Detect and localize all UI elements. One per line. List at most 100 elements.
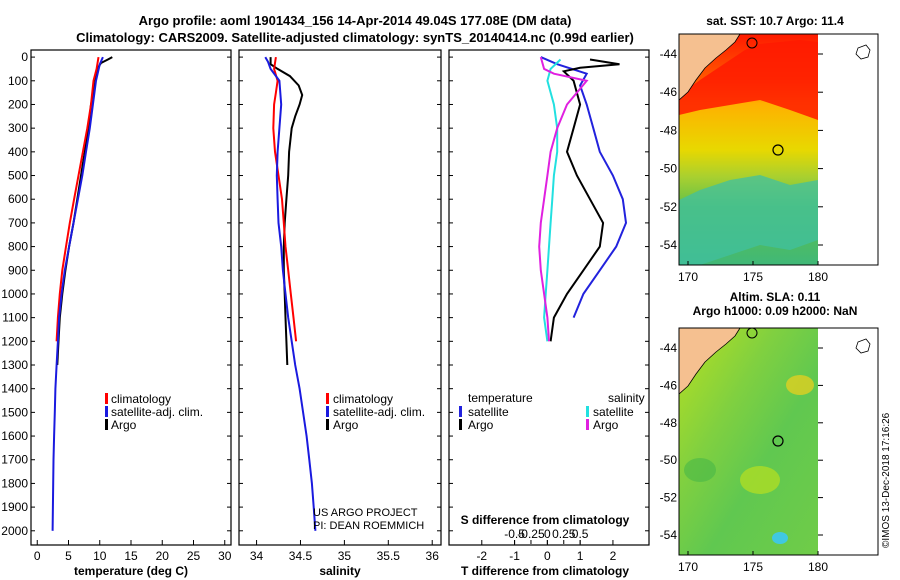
imos-timestamp: ©IMOS 13-Dec-2018 17:16:26 xyxy=(881,412,892,548)
depth-tick-label: 300 xyxy=(8,121,28,135)
lat-tick-label: -50 xyxy=(660,453,678,467)
sst-map-lat-ticks: -44 -46 -48 -50 -52 -54 xyxy=(660,47,823,252)
temperature-line-satellite-adj-clim- xyxy=(51,56,104,531)
x-tick-label: 36 xyxy=(426,549,440,563)
s-tick-label: 0.25 xyxy=(552,527,576,541)
difference-panel: -2 -1 0 1 2 -0.5-0.25 0 0.250.5 S difference f… xyxy=(448,49,650,578)
legend-satellite-label: satellite-adj. clim. xyxy=(333,405,425,419)
difference-series xyxy=(449,56,649,532)
sla-map-blank-area xyxy=(818,328,878,555)
temperature-xlabel: temperature (deg C) xyxy=(74,564,188,578)
lat-tick-label: -52 xyxy=(660,200,678,214)
nearby-float-marker xyxy=(746,37,758,49)
legend-argo-label: Argo xyxy=(111,418,137,432)
depth-tick-label: 1300 xyxy=(1,358,28,372)
temperature-series xyxy=(31,56,231,532)
legend-climatology-label: climatology xyxy=(111,392,171,406)
legend-t-argo-swatch xyxy=(459,419,462,430)
lon-tick-label: 175 xyxy=(743,270,763,284)
difference-axes-frame xyxy=(448,49,650,546)
chatham-islands-outline xyxy=(855,44,871,60)
sla-low-patch xyxy=(684,458,716,482)
depth-tick-label: 2000 xyxy=(1,524,28,538)
depth-tick-label: 500 xyxy=(8,169,28,183)
lat-tick-label: -48 xyxy=(660,416,678,430)
salinity-line-satellite-adj-clim- xyxy=(264,56,317,531)
depth-tick-label: 400 xyxy=(8,145,28,159)
legend-climatology-label: climatology xyxy=(333,392,393,406)
depth-tick-label: 1500 xyxy=(1,405,28,419)
sst-map-frame xyxy=(678,33,879,266)
legend-argo-swatch xyxy=(105,419,108,430)
legend-temperature-title: temperature xyxy=(468,391,533,405)
temperature-x-ticks: 0 5 10 15 20 25 30 xyxy=(34,540,232,563)
sla-low-patch xyxy=(772,532,788,544)
difference-line-t-argo xyxy=(549,58,620,342)
title-line-1: Argo profile: aoml 1901434_156 14-Apr-20… xyxy=(139,13,572,28)
salinity-line-argo xyxy=(269,57,304,366)
lat-tick-label: -54 xyxy=(660,528,678,542)
x-tick-label: 10 xyxy=(93,549,107,563)
temperature-panel: 0 5 10 15 20 25 30 0 100 200 300 400 500 600 700 800 90… xyxy=(1,49,232,578)
legend-climatology-swatch xyxy=(105,393,108,404)
depth-tick-label: 1000 xyxy=(1,287,28,301)
s-tick-label: -0.25 xyxy=(517,527,545,541)
difference-legend: temperature satellite Argo salinity sate… xyxy=(459,391,645,432)
sla-map-subtitle: Argo h1000: 0.09 h2000: NaN xyxy=(693,304,858,318)
legend-t-satellite-label: satellite xyxy=(468,405,509,419)
x-tick-label: 0 xyxy=(34,549,41,563)
lon-tick-label: 170 xyxy=(678,270,698,284)
sla-map-lat-ticks: -44 -46 -48 -50 -52 -54 xyxy=(660,341,823,542)
x-tick-label: 2 xyxy=(610,549,617,563)
lat-tick-label: -46 xyxy=(660,85,678,99)
profile-location-marker xyxy=(772,144,784,156)
depth-tick-label: 1400 xyxy=(1,382,28,396)
legend-s-argo-label: Argo xyxy=(593,418,619,432)
x-tick-label: -1 xyxy=(509,549,520,563)
legend-satellite-swatch xyxy=(105,406,108,417)
salinity-legend: climatology satellite-adj. clim. Argo xyxy=(326,392,425,432)
x-tick-label: 5 xyxy=(65,549,72,563)
depth-axis-ticks: 0 100 200 300 400 500 600 700 800 900 1000 1100 1200… xyxy=(1,50,28,538)
sst-map-title: sat. SST: 10.7 Argo: 11.4 xyxy=(706,14,844,28)
title-line-2: Climatology: CARS2009. Satellite-adjuste… xyxy=(76,30,634,45)
lat-tick-label: -52 xyxy=(660,491,678,505)
depth-tick-label: 100 xyxy=(8,74,28,88)
lon-tick-label: 180 xyxy=(808,270,828,284)
difference-line-t-satellite xyxy=(540,56,628,318)
legend-s-satellite-label: satellite xyxy=(593,405,634,419)
credit-project: US ARGO PROJECT xyxy=(313,507,418,519)
lon-tick-label: 170 xyxy=(678,560,698,574)
sla-high-patch xyxy=(786,375,814,395)
new-zealand-landmass xyxy=(678,33,741,101)
depth-tick-label: 600 xyxy=(8,192,28,206)
difference-line-s-satellite xyxy=(543,58,562,342)
lat-tick-label: -44 xyxy=(660,47,678,61)
new-zealand-landmass xyxy=(678,327,741,395)
lat-tick-label: -44 xyxy=(660,341,678,355)
x-tick-label: -2 xyxy=(476,549,487,563)
x-tick-label: 1 xyxy=(577,549,584,563)
x-tick-label: 35 xyxy=(338,549,352,563)
s-tick-label: 0 xyxy=(544,527,551,541)
depth-tick-label: 1100 xyxy=(2,311,28,325)
depth-tick-label: 1700 xyxy=(1,453,28,467)
x-tick-label: 34 xyxy=(250,549,264,563)
lon-tick-label: 175 xyxy=(743,560,763,574)
lat-tick-label: -54 xyxy=(660,238,678,252)
sst-warm-patch xyxy=(679,40,818,120)
lat-tick-label: -50 xyxy=(660,162,678,176)
legend-satellite-swatch xyxy=(326,406,329,417)
s-tick-label: -0.5 xyxy=(504,527,525,541)
depth-tick-label: 700 xyxy=(8,216,28,230)
legend-argo-label: Argo xyxy=(333,418,359,432)
sst-cold-patch xyxy=(679,175,818,265)
temperature-legend: climatology satellite-adj. clim. Argo xyxy=(105,392,203,432)
s-tick-label: 0.5 xyxy=(572,527,589,541)
depth-tick-label: 1800 xyxy=(1,476,28,490)
depth-tick-label: 0 xyxy=(21,50,28,64)
sla-high-patch xyxy=(740,466,780,494)
credit-pi: PI: DEAN ROEMMICH xyxy=(313,520,424,532)
salinity-panel: 34 34.5 35 35.5 36 salinity climatology sate… xyxy=(238,49,442,578)
salinity-xlabel: salinity xyxy=(319,564,361,578)
